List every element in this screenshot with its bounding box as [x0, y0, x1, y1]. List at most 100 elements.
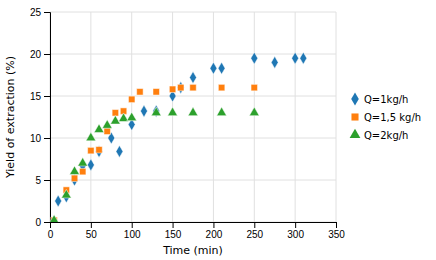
grid — [50, 12, 336, 222]
y-axis-tick-label: 10 — [30, 133, 42, 144]
grid-line-x — [295, 12, 296, 222]
x-axis-tick-label: 50 — [86, 229, 98, 240]
legend-symbol — [351, 113, 358, 120]
x-axis-tick-label: 300 — [287, 229, 304, 240]
legend-item: Q=1kg/h — [351, 92, 408, 105]
point — [79, 168, 85, 174]
point — [217, 107, 227, 116]
legend-item: Q=1,5 kg/h — [351, 112, 421, 123]
point — [177, 82, 184, 94]
x-axis-tick: 0 — [48, 222, 54, 240]
grid-line-y — [50, 96, 336, 97]
point — [104, 128, 110, 134]
x-axis-tick: 150 — [165, 222, 182, 240]
y-axis-tick-mark — [44, 180, 50, 181]
y-axis-tick-label: 5 — [35, 175, 41, 186]
point — [178, 84, 184, 90]
legend-label: Q=2kg/h — [364, 130, 408, 141]
x-axis-title: Time (min) — [162, 244, 223, 257]
point — [87, 159, 94, 171]
y-axis-tick-mark — [44, 12, 50, 13]
plot: 0501001502002503003500510152025Time (min… — [4, 7, 421, 257]
legend: Q=1kg/h Q=1,5 kg/h Q=2kg/h — [350, 92, 422, 140]
grid-line-x — [213, 12, 214, 222]
grid-line-x — [90, 12, 91, 222]
x-axis-tick-label: 350 — [328, 229, 345, 240]
x-axis-tick-mark — [295, 222, 296, 228]
y-axis-tick: 20 — [30, 49, 50, 60]
x-axis-tick-mark — [254, 222, 255, 228]
x-axis-tick-mark — [132, 222, 133, 228]
point — [218, 62, 225, 74]
grid-line-y — [50, 54, 336, 55]
legend-symbol — [350, 129, 361, 138]
x-axis: 0 50 100 150 200 250 300 350 — [48, 222, 346, 240]
legend-label: Q=1kg/h — [364, 94, 408, 105]
point — [300, 52, 307, 64]
grid-line-y — [50, 180, 336, 181]
point — [249, 107, 259, 116]
point — [70, 166, 80, 175]
point — [210, 62, 217, 74]
point — [251, 84, 257, 90]
grid-line-x — [336, 12, 337, 222]
y-axis-tick-mark — [44, 138, 50, 139]
y-axis-tick: 10 — [30, 133, 50, 144]
series — [50, 107, 259, 222]
point — [190, 84, 196, 90]
point — [86, 132, 96, 141]
point — [50, 215, 59, 222]
x-axis-tick-label: 150 — [165, 229, 182, 240]
y-axis-tick-label: 25 — [30, 7, 42, 18]
legend-label: Q=1,5 kg/h — [364, 112, 421, 123]
y-axis-tick-label: 20 — [30, 49, 42, 60]
point — [251, 52, 258, 64]
grid-line-x — [254, 12, 255, 222]
x-axis-tick-label: 250 — [246, 229, 263, 240]
legend-symbol — [351, 92, 359, 105]
point — [188, 107, 198, 116]
series — [55, 52, 307, 207]
point — [88, 147, 94, 153]
x-axis-tick: 100 — [124, 222, 141, 240]
point — [137, 89, 143, 95]
grid-line-y — [50, 12, 336, 13]
y-axis-tick-mark — [44, 96, 50, 97]
point — [55, 195, 62, 207]
x-axis-tick: 50 — [86, 222, 98, 240]
point — [168, 107, 178, 116]
point — [96, 145, 103, 157]
y-axis: 0510152025 — [30, 7, 51, 228]
x-axis-tick-mark — [336, 222, 337, 228]
grid-line-x — [172, 12, 173, 222]
y-axis-tick: 5 — [35, 175, 50, 186]
x-axis-tick-mark — [91, 222, 92, 228]
point — [116, 145, 123, 157]
x-axis-tick: 350 — [328, 222, 345, 240]
chart: 0501001502002503003500510152025Time (min… — [0, 0, 436, 260]
x-axis-tick-mark — [213, 222, 214, 228]
point — [71, 175, 77, 181]
point — [128, 96, 134, 102]
y-axis-line — [44, 13, 51, 223]
point — [271, 56, 278, 68]
x-axis-tick: 200 — [206, 222, 223, 240]
y-axis-tick: 25 — [30, 7, 50, 18]
series — [51, 84, 258, 222]
point — [218, 84, 224, 90]
point — [140, 105, 147, 117]
x-axis-tick-mark — [173, 222, 174, 228]
point — [190, 71, 197, 83]
point — [127, 112, 137, 121]
y-axis-tick-mark — [44, 222, 50, 223]
point — [61, 189, 71, 198]
point — [169, 86, 175, 92]
x-axis-tick: 300 — [287, 222, 304, 240]
y-axis-title: Yield of extraction (%) — [4, 56, 17, 179]
y-axis-tick-mark — [44, 54, 50, 55]
y-axis-tick-label: 0 — [35, 217, 41, 228]
point — [78, 158, 88, 167]
x-axis-tick-label: 100 — [124, 229, 141, 240]
points — [50, 52, 307, 222]
point — [96, 147, 102, 153]
